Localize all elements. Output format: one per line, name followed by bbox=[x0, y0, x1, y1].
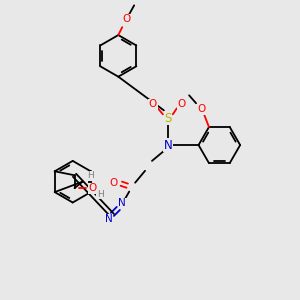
Text: N: N bbox=[104, 214, 112, 224]
Text: H: H bbox=[97, 190, 104, 199]
Text: N: N bbox=[118, 199, 126, 208]
Text: O: O bbox=[197, 104, 205, 114]
Text: O: O bbox=[109, 178, 118, 188]
Text: S: S bbox=[164, 112, 172, 125]
Text: N: N bbox=[164, 139, 172, 152]
Text: H: H bbox=[87, 171, 94, 180]
Text: O: O bbox=[149, 99, 157, 110]
Text: O: O bbox=[88, 183, 97, 193]
Text: O: O bbox=[178, 99, 186, 110]
Text: O: O bbox=[122, 14, 130, 24]
